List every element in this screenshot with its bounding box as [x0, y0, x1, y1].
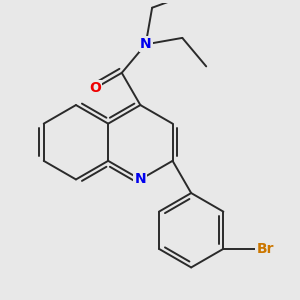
Text: Br: Br — [256, 242, 274, 256]
Text: N: N — [140, 38, 152, 51]
Text: N: N — [135, 172, 146, 186]
Text: O: O — [89, 81, 101, 95]
